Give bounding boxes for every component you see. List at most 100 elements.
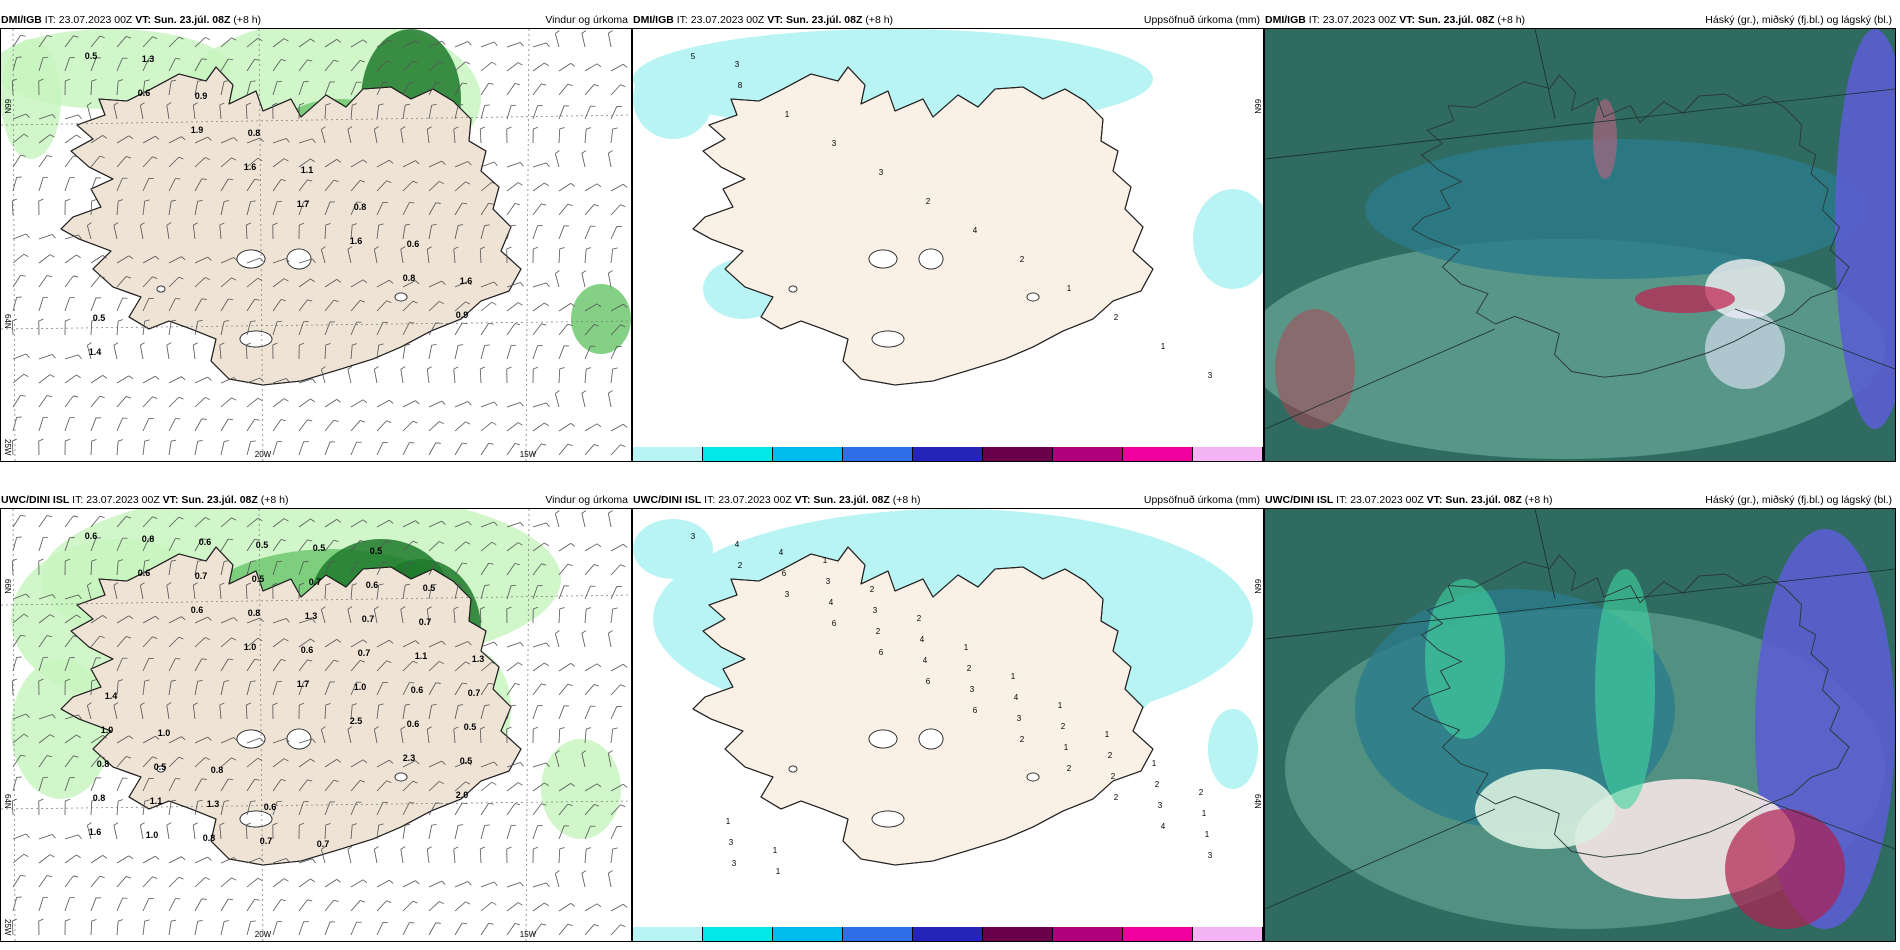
value-label: 1 bbox=[823, 556, 828, 565]
value-label: 0.6 bbox=[138, 88, 151, 98]
value-label: 0.6 bbox=[138, 568, 151, 578]
value-label: 3 bbox=[735, 60, 740, 69]
lead-time: (+8 h) bbox=[865, 14, 894, 26]
colorbar-segment bbox=[1053, 447, 1123, 461]
iceland-coast bbox=[692, 546, 1154, 866]
value-label: 2 bbox=[1114, 793, 1119, 802]
valid-time: Sun. 23.júl. 08Z bbox=[1417, 14, 1495, 26]
lat-label: 64N bbox=[1253, 794, 1262, 809]
value-label: 1 bbox=[1152, 759, 1157, 768]
precip-values: 0.6 0.6 0.6 1.0 1.7 2.5 2.3 2.0 1.6 0.8 0.7 0.8 0.6 1… bbox=[85, 531, 485, 849]
accum-precip-map: 3 2 3 6 6 6 6 2 2 2 4 3 4 6 4 2 4 3 3 1 2 3 1 3 4 3 3 4 2 4 2 2 2 1 3 1 1 2 2 1… bbox=[633, 509, 1263, 941]
colorbar-segment bbox=[913, 927, 983, 941]
value-label: 0.7 bbox=[195, 571, 208, 581]
value-label: 3 bbox=[879, 168, 884, 177]
value-label: 2.0 bbox=[456, 790, 469, 800]
iceland-coast bbox=[60, 66, 522, 386]
value-label: 1 bbox=[776, 867, 781, 876]
value-label: 0.7 bbox=[468, 688, 481, 698]
lat-label: 66N bbox=[3, 99, 12, 114]
panel-title: Uppsöfnuð úrkoma (mm) bbox=[1143, 494, 1260, 506]
value-label: 1 bbox=[726, 817, 731, 826]
value-label: 4 bbox=[779, 548, 784, 557]
lead-time: (+8 h) bbox=[260, 494, 289, 506]
value-label: 0.8 bbox=[354, 202, 367, 212]
model-name: UWC/DINI ISL bbox=[633, 494, 702, 506]
value-label: 3 bbox=[729, 838, 734, 847]
colorbar-segment bbox=[703, 927, 773, 941]
lon-label: 15W bbox=[520, 930, 537, 939]
map-frame[interactable] bbox=[1264, 28, 1896, 462]
map-frame[interactable] bbox=[1264, 508, 1896, 942]
wind-barbs bbox=[11, 510, 628, 936]
graticule bbox=[1, 29, 631, 461]
value-label: 0.6 bbox=[407, 719, 420, 729]
value-label: 6 bbox=[832, 619, 837, 628]
value-label: 0.8 bbox=[248, 608, 261, 618]
value-label: 0.7 bbox=[358, 648, 371, 658]
vt-label: VT: bbox=[162, 494, 179, 506]
value-label: 4 bbox=[923, 656, 928, 665]
value-label: 0.8 bbox=[203, 833, 216, 843]
vt-label: VT: bbox=[1399, 14, 1416, 26]
value-label: 0.6 bbox=[366, 580, 379, 590]
value-label: 2 bbox=[1020, 255, 1025, 264]
panel-uwc-wind: UWC/DINI ISL IT: 23.07.2023 00Z VT: Sun.… bbox=[0, 492, 632, 942]
value-label: 1.6 bbox=[460, 276, 473, 286]
value-label: 0.5 bbox=[256, 540, 269, 550]
accum-precip-map: 5 8 1 3 3 2 4 2 1 2 1 3 3 66N bbox=[633, 29, 1263, 461]
colorbar-segment bbox=[633, 927, 703, 941]
it-label: IT: bbox=[704, 494, 716, 506]
value-label: 0.5 bbox=[93, 313, 106, 323]
cloud-layers bbox=[1285, 529, 1895, 929]
panel-header: UWC/DINI ISL IT: 23.07.2023 00Z VT: Sun.… bbox=[632, 492, 1264, 508]
value-label: 4 bbox=[1014, 693, 1019, 702]
cloud-cover-map bbox=[1265, 29, 1895, 461]
value-label: 0.6 bbox=[301, 645, 314, 655]
value-label: 2.5 bbox=[350, 716, 363, 726]
value-label: 1 bbox=[785, 110, 790, 119]
value-label: 0.8 bbox=[97, 759, 110, 769]
valid-time: Sun. 23.júl. 08Z bbox=[813, 494, 890, 506]
colorbar bbox=[633, 447, 1263, 461]
colorbar-segment bbox=[1123, 447, 1193, 461]
panel-title: Vindur og úrkoma bbox=[545, 494, 628, 506]
model-name: UWC/DINI ISL bbox=[1265, 494, 1334, 506]
value-label: 2 bbox=[1114, 313, 1119, 322]
colorbar-segment bbox=[983, 927, 1053, 941]
map-frame[interactable]: 0.5 0.6 1.9 1.6 1.7 1.6 0.8 0.9 1.4 1.3 0.9 0.8 1.1 0… bbox=[0, 28, 632, 462]
value-label: 1.1 bbox=[415, 651, 428, 661]
valid-time: Sun. 23.júl. 08Z bbox=[785, 14, 863, 26]
value-label: 3 bbox=[785, 590, 790, 599]
value-label: 2 bbox=[870, 585, 875, 594]
country-borders bbox=[1265, 509, 1895, 910]
lat-label: 64N bbox=[3, 314, 12, 329]
value-label: 2 bbox=[1111, 772, 1116, 781]
value-label: 1 bbox=[1058, 701, 1063, 710]
lat-label: 66N bbox=[1253, 579, 1262, 594]
value-label: 0.9 bbox=[195, 91, 208, 101]
value-label: 8 bbox=[738, 81, 743, 90]
colorbar-segment bbox=[983, 447, 1053, 461]
value-label: 3 bbox=[873, 606, 878, 615]
value-label: 0.5 bbox=[85, 51, 98, 61]
value-label: 1 bbox=[1161, 342, 1166, 351]
wind-barbs bbox=[11, 30, 628, 456]
value-label: 1.0 bbox=[354, 682, 367, 692]
cloud-cover-map bbox=[1265, 509, 1895, 941]
map-frame[interactable]: 3 2 3 6 6 6 6 2 2 2 4 3 4 6 4 2 4 3 3 1 2 3 1 3 4 3 3 4 2 4 2 2 2 1 3 1 1 2 2 1… bbox=[632, 508, 1264, 942]
lat-label: 25W bbox=[3, 439, 12, 456]
vt-label: VT: bbox=[794, 494, 811, 506]
value-label: 1.3 bbox=[207, 799, 220, 809]
value-label: 4 bbox=[735, 540, 740, 549]
valid-time: Sun. 23.júl. 08Z bbox=[181, 494, 258, 506]
value-label: 2 bbox=[1067, 764, 1072, 773]
init-time: 23.07.2023 00Z bbox=[58, 14, 133, 26]
it-label: IT: bbox=[44, 14, 56, 26]
value-label: 1.6 bbox=[89, 827, 102, 837]
value-label: 1 bbox=[1205, 830, 1210, 839]
map-frame[interactable]: 0.6 0.6 0.6 1.0 1.7 2.5 2.3 2.0 1.6 0.8 0.7 0.8 0.6 1… bbox=[0, 508, 632, 942]
value-label: 0.8 bbox=[211, 765, 224, 775]
value-label: 2 bbox=[1020, 735, 1025, 744]
